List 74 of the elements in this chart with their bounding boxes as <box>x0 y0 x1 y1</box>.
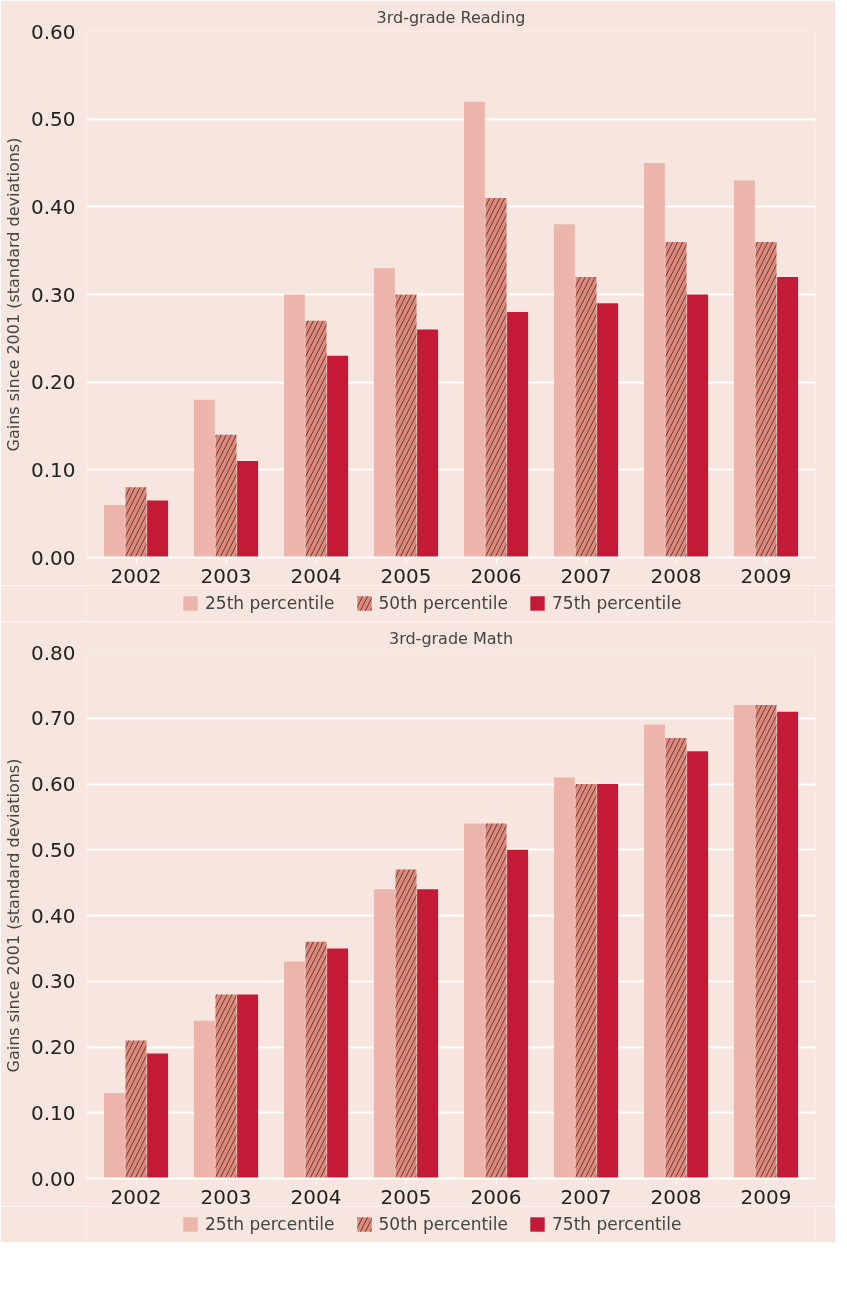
x-tick-label: 2004 <box>290 563 342 588</box>
y-tick-label: 0.10 <box>30 1100 76 1125</box>
bar <box>237 461 259 558</box>
y-tick-label: 0.10 <box>30 457 76 482</box>
y-tick-label: 0.40 <box>30 194 76 219</box>
y-tick-label: 0.40 <box>30 903 76 928</box>
y-tick-label: 0.80 <box>30 640 76 665</box>
y-tick-label: 0.00 <box>30 545 76 570</box>
x-tick-label: 2002 <box>110 563 162 588</box>
bar <box>373 889 395 1179</box>
x-tick-label: 2008 <box>650 563 702 588</box>
x-tick-label: 2003 <box>200 563 252 588</box>
bar <box>147 500 169 558</box>
legend-label: 75th percentile <box>552 1214 682 1234</box>
bar <box>777 276 799 558</box>
bar <box>147 1053 169 1179</box>
bar <box>283 294 305 558</box>
x-tick-label: 2006 <box>470 563 522 588</box>
bar <box>417 889 439 1179</box>
y-tick-label: 0.20 <box>30 370 76 395</box>
y-tick-label: 0.20 <box>30 1035 76 1059</box>
bar <box>687 751 709 1179</box>
bar <box>463 101 485 558</box>
y-tick-label: 0.50 <box>30 107 76 132</box>
bar <box>193 399 215 558</box>
y-tick-label: 0.30 <box>30 969 76 994</box>
bar <box>283 961 305 1179</box>
bar <box>327 948 349 1179</box>
y-axis-title: Gains since 2001 (standard deviations) <box>3 758 23 1073</box>
y-tick-label: 0.00 <box>30 1166 76 1191</box>
bar <box>103 1093 125 1179</box>
legend-label: 25th percentile <box>205 1214 335 1234</box>
bar <box>327 355 349 558</box>
bar <box>643 163 665 558</box>
bar <box>733 705 755 1179</box>
bar <box>777 711 799 1179</box>
x-tick-label: 2008 <box>650 1184 702 1209</box>
legend-label: 50th percentile <box>378 593 508 613</box>
bar <box>237 994 259 1179</box>
y-axis-title: Gains since 2001 (standard deviations) <box>3 137 23 452</box>
y-tick-label: 0.50 <box>30 837 76 862</box>
y-tick-label: 0.60 <box>30 772 76 796</box>
x-tick-label: 2005 <box>380 563 432 588</box>
bar <box>507 312 529 558</box>
legend-label: 50th percentile <box>378 1214 508 1234</box>
legend-label: 75th percentile <box>552 593 682 613</box>
bar <box>553 224 575 558</box>
bar <box>733 180 755 558</box>
x-tick-label: 2009 <box>740 1184 792 1209</box>
x-tick-label: 2007 <box>560 563 612 588</box>
bar <box>417 329 439 558</box>
bar <box>553 777 575 1179</box>
bar <box>597 303 619 558</box>
chart-title: 3rd-grade Math <box>388 628 514 648</box>
x-tick-label: 2005 <box>380 1184 432 1209</box>
y-tick-label: 0.60 <box>30 19 76 44</box>
x-tick-label: 2003 <box>200 1184 252 1209</box>
y-tick-label: 0.70 <box>30 706 76 731</box>
bar <box>597 784 619 1179</box>
x-tick-label: 2006 <box>470 1184 522 1209</box>
bar <box>687 294 709 558</box>
x-tick-label: 2007 <box>560 1184 612 1209</box>
bar <box>103 504 125 558</box>
x-tick-label: 2009 <box>740 563 792 588</box>
bar <box>373 268 395 558</box>
bar <box>643 724 665 1179</box>
bar <box>463 823 485 1179</box>
x-tick-label: 2002 <box>110 1184 162 1209</box>
bar <box>507 849 529 1179</box>
chart-title: 3rd-grade Reading <box>376 7 526 27</box>
bar <box>193 1020 215 1179</box>
x-tick-label: 2004 <box>290 1184 342 1209</box>
legend-label: 25th percentile <box>205 593 335 613</box>
y-tick-label: 0.30 <box>30 282 76 307</box>
